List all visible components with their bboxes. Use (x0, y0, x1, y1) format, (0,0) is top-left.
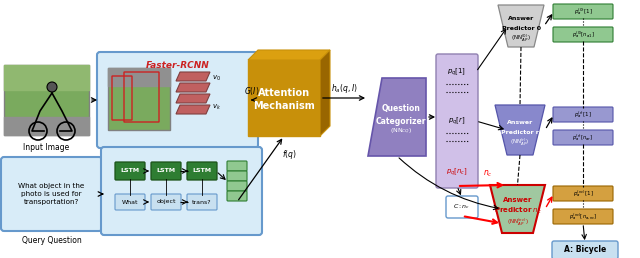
Text: LSTM: LSTM (193, 168, 212, 173)
Text: Attention: Attention (258, 88, 310, 98)
Text: (NN$_{AP}^{(0)}$): (NN$_{AP}^{(0)}$) (511, 32, 531, 44)
Text: $f(q)$: $f(q)$ (282, 148, 296, 161)
Text: What: What (122, 199, 138, 205)
Text: (NN$_{CQ}$): (NN$_{CQ}$) (390, 126, 412, 136)
FancyBboxPatch shape (553, 209, 613, 224)
Text: Input Image: Input Image (24, 143, 70, 152)
Text: trans?: trans? (192, 199, 212, 205)
Text: Predictor 0: Predictor 0 (502, 26, 541, 30)
FancyBboxPatch shape (108, 68, 170, 130)
Text: $p_a^{(0)}[n_{a1}]$: $p_a^{(0)}[n_{a1}]$ (572, 29, 595, 40)
Text: What object in the
photo is used for
transportation?: What object in the photo is used for tra… (19, 183, 84, 205)
Text: $G(I)$: $G(I)$ (244, 85, 259, 97)
FancyBboxPatch shape (115, 194, 145, 210)
FancyBboxPatch shape (4, 65, 89, 135)
Polygon shape (495, 105, 545, 155)
FancyBboxPatch shape (248, 60, 320, 136)
FancyBboxPatch shape (101, 147, 262, 235)
Text: LSTM: LSTM (156, 168, 175, 173)
FancyBboxPatch shape (436, 54, 478, 188)
Text: $v_k$: $v_k$ (212, 103, 221, 112)
Polygon shape (176, 94, 210, 103)
Text: Answer: Answer (503, 197, 532, 203)
Text: object: object (156, 199, 176, 205)
FancyBboxPatch shape (151, 162, 181, 180)
Text: $p_a^{(r)}[n_{ar}]$: $p_a^{(r)}[n_{ar}]$ (573, 132, 593, 143)
Polygon shape (248, 50, 330, 60)
Text: LSTM: LSTM (120, 168, 140, 173)
FancyBboxPatch shape (553, 130, 613, 145)
Text: $p_a^{(nc)}[1]$: $p_a^{(nc)}[1]$ (573, 188, 593, 199)
FancyBboxPatch shape (187, 194, 217, 210)
Text: Answer: Answer (507, 119, 533, 125)
Text: Mechanism: Mechanism (253, 101, 315, 111)
FancyBboxPatch shape (187, 162, 217, 180)
FancyBboxPatch shape (553, 4, 613, 19)
Polygon shape (490, 185, 545, 233)
FancyBboxPatch shape (115, 162, 145, 180)
Text: $p_q[1]$: $p_q[1]$ (447, 66, 467, 78)
FancyBboxPatch shape (97, 52, 258, 148)
FancyBboxPatch shape (227, 181, 247, 191)
Polygon shape (176, 83, 210, 92)
Text: $n_c$: $n_c$ (483, 168, 493, 179)
Text: $p_a^{(r)}[1]$: $p_a^{(r)}[1]$ (574, 109, 592, 120)
FancyBboxPatch shape (553, 107, 613, 122)
FancyBboxPatch shape (553, 27, 613, 42)
Text: $h_a(q,I)$: $h_a(q,I)$ (331, 82, 357, 95)
Text: $p_q[n_c]$: $p_q[n_c]$ (446, 166, 468, 178)
Text: $p_a^{(nc)}[n_{a,nc}]$: $p_a^{(nc)}[n_{a,nc}]$ (569, 211, 597, 222)
FancyBboxPatch shape (227, 161, 247, 171)
Text: (NN$_{AP}^{(nc)}$): (NN$_{AP}^{(nc)}$) (507, 216, 529, 228)
Text: $v_0$: $v_0$ (212, 74, 221, 83)
Text: (NN$_{AP}^{(r)}$): (NN$_{AP}^{(r)}$) (511, 136, 529, 148)
Polygon shape (320, 50, 330, 136)
Text: Answer: Answer (508, 15, 534, 20)
Text: Predictor r: Predictor r (501, 130, 539, 134)
FancyBboxPatch shape (227, 171, 247, 181)
FancyBboxPatch shape (446, 196, 478, 218)
Text: A: Bicycle: A: Bicycle (564, 246, 606, 254)
Text: $C: n_c$: $C: n_c$ (453, 203, 470, 212)
Text: $p_a^{(0)}[1]$: $p_a^{(0)}[1]$ (573, 6, 593, 17)
FancyBboxPatch shape (553, 186, 613, 201)
Text: Predictor $n_c$: Predictor $n_c$ (493, 206, 541, 216)
Circle shape (47, 82, 57, 92)
FancyBboxPatch shape (552, 241, 618, 258)
Polygon shape (176, 72, 210, 81)
Text: Question: Question (381, 104, 420, 114)
Text: Categorizer: Categorizer (376, 117, 426, 125)
Text: Faster-RCNN: Faster-RCNN (146, 61, 209, 70)
Polygon shape (176, 105, 210, 114)
Polygon shape (368, 78, 426, 156)
FancyBboxPatch shape (227, 191, 247, 201)
Text: Query Question: Query Question (22, 236, 81, 245)
Polygon shape (498, 5, 544, 47)
Text: $p_q[r]$: $p_q[r]$ (448, 115, 466, 127)
FancyBboxPatch shape (1, 157, 102, 231)
FancyBboxPatch shape (151, 194, 181, 210)
